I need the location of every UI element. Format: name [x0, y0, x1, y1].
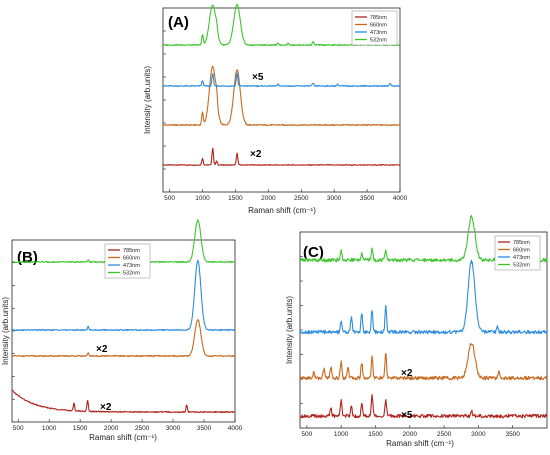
- legend-entry: 532nm: [123, 271, 140, 277]
- multiplier-label: ×2: [401, 368, 413, 379]
- multiplier-label: ×2: [250, 149, 262, 160]
- x-tick-label: 2500: [437, 431, 452, 438]
- x-tick-label: 1500: [228, 195, 243, 202]
- panel-b: 500 1000 1500 2000 2500 3000 3500 4000 Raman shi…: [1, 219, 243, 442]
- x-axis-title: Raman shift (cm⁻¹): [248, 206, 316, 215]
- x-tick-label: 1500: [368, 431, 383, 438]
- panel-c: 500 1000 1500 2000 2500 3000 3500 Raman shift (…: [285, 214, 548, 448]
- multiplier-label: ×5: [401, 410, 413, 421]
- x-tick-label: 500: [301, 431, 312, 438]
- x-tick-label: 500: [13, 425, 24, 432]
- series-line-785nm: [11, 389, 236, 414]
- x-tick-label: 1000: [42, 425, 57, 432]
- legend-entry: 532nm: [513, 263, 530, 269]
- x-tick-label: 1000: [334, 431, 349, 438]
- series-line-532nm: [162, 3, 401, 47]
- x-tick-label: 2000: [104, 425, 119, 432]
- panel-label: (A): [168, 14, 189, 31]
- x-tick-label: 2500: [294, 195, 309, 202]
- x-tick-label: 500: [164, 195, 175, 202]
- series-line-473nm: [299, 259, 548, 335]
- legend-entry: 473nm: [123, 263, 140, 269]
- legend-entry: 785nm: [370, 15, 387, 21]
- x-tick-label: 1000: [195, 195, 210, 202]
- x-tick-label: 3500: [360, 195, 375, 202]
- x-tick-label: 2500: [135, 425, 150, 432]
- legend-entry: 660nm: [370, 23, 387, 29]
- series-line-785nm: [299, 394, 548, 419]
- series-line-473nm: [162, 72, 401, 88]
- panel-label: (B): [17, 249, 38, 266]
- y-axis-title: Intensity (arb.units): [285, 296, 294, 364]
- panel-label: (C): [303, 244, 324, 261]
- multiplier-label: ×2: [96, 344, 108, 355]
- x-tick-label: 2000: [403, 431, 418, 438]
- series-line-660nm: [162, 65, 401, 127]
- x-tick-label: 4000: [393, 195, 408, 202]
- x-tick-label: 3000: [327, 195, 342, 202]
- legend-entry: 660nm: [513, 248, 530, 254]
- y-axis-title: Intensity (arb.units): [143, 66, 152, 134]
- multiplier-label: ×2: [100, 402, 112, 413]
- legend-entry: 785nm: [123, 248, 140, 254]
- series-line-660nm: [299, 343, 548, 381]
- x-tick-label: 4000: [228, 425, 243, 432]
- series-line-785nm: [162, 147, 401, 166]
- legend-entry: 473nm: [513, 255, 530, 261]
- legend-entry: 532nm: [370, 38, 387, 44]
- panel-a: 500 1000 1500 2000 2500 3000 3500 4000 Raman shi…: [143, 3, 408, 215]
- x-axis-title: Raman shift (cm⁻¹): [89, 433, 157, 442]
- x-tick-label: 3500: [505, 431, 520, 438]
- x-tick-label: 1500: [73, 425, 88, 432]
- x-tick-label: 3500: [197, 425, 212, 432]
- y-axis-title: Intensity (arb.units): [1, 297, 10, 365]
- series-line-660nm: [11, 319, 236, 358]
- multiplier-label: ×5: [252, 72, 264, 83]
- legend-entry: 660nm: [123, 256, 140, 262]
- x-axis-title: Raman shift (cm⁻¹): [386, 439, 454, 448]
- x-tick-label: 2000: [261, 195, 276, 202]
- legend-entry: 473nm: [370, 30, 387, 36]
- legend-entry: 785nm: [513, 240, 530, 246]
- series-line-473nm: [11, 259, 236, 332]
- x-tick-label: 3000: [166, 425, 181, 432]
- x-tick-label: 3000: [471, 431, 486, 438]
